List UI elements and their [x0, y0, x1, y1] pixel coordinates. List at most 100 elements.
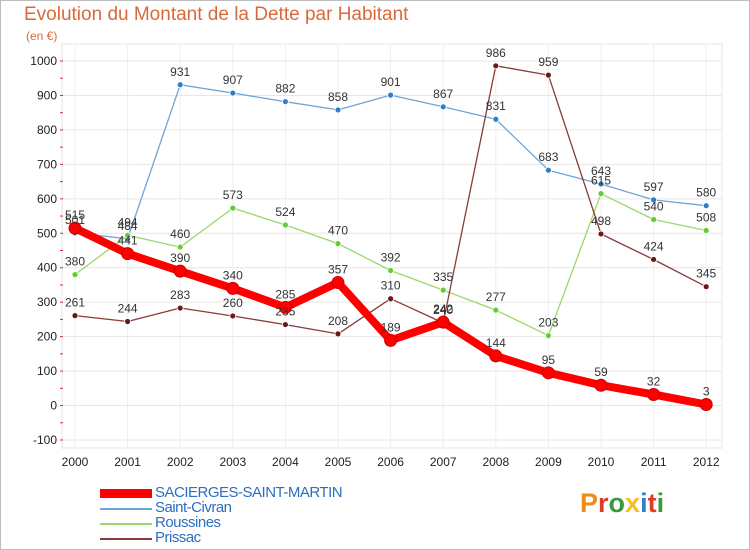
x-tick-label: 2005: [325, 455, 352, 469]
data-point: [647, 388, 661, 402]
data-label: 59: [594, 365, 608, 379]
data-label: 235: [275, 305, 295, 319]
y-tick-label: 800: [37, 123, 57, 137]
data-label: 882: [275, 82, 295, 96]
data-label: 901: [381, 75, 401, 89]
data-label: 144: [486, 336, 506, 350]
logo-letter: i: [656, 488, 665, 518]
data-point: [650, 256, 657, 263]
x-tick-label: 2011: [641, 455, 667, 469]
data-label: 597: [644, 180, 664, 194]
data-label: 203: [538, 316, 558, 330]
data-label: 524: [275, 205, 295, 219]
data-point: [439, 103, 447, 111]
data-label: 831: [486, 99, 506, 113]
data-point: [597, 180, 605, 188]
y-tick-label: 200: [37, 330, 57, 344]
data-label: 441: [118, 234, 138, 248]
y-tick-label: 600: [37, 192, 57, 206]
data-point: [702, 283, 710, 291]
y-tick-label: 100: [37, 364, 57, 378]
data-point: [121, 247, 135, 261]
legend-label: Saint-Civran: [155, 499, 232, 516]
legend-swatch: [100, 508, 152, 510]
data-point: [384, 333, 398, 347]
x-tick-label: 2007: [430, 455, 457, 469]
legend-label: Prissac: [155, 529, 201, 546]
data-point: [439, 286, 447, 294]
data-point: [699, 398, 713, 412]
data-label: 392: [381, 250, 401, 264]
y-tick-label: 400: [37, 261, 57, 275]
data-point: [650, 196, 657, 204]
data-point: [702, 227, 710, 234]
data-labels: 501 484 931 907 882 858 901 867 831 683 643 597 580 3…: [65, 46, 717, 399]
x-tick-label: 2012: [693, 455, 720, 469]
proxiti-logo: Proxiti: [580, 488, 664, 519]
legend-swatch: [100, 538, 152, 540]
logo-letter: P: [580, 488, 599, 518]
data-label: 357: [328, 263, 348, 277]
data-label: 573: [223, 188, 243, 202]
data-point: [124, 318, 131, 325]
data-label: 3: [703, 385, 710, 399]
plot-area: [61, 43, 723, 449]
data-point: [492, 62, 500, 70]
y-tick-label: 900: [37, 88, 57, 102]
legend-item: SACIERGES-SAINT-MARTIN: [100, 484, 400, 502]
data-point: [229, 89, 237, 97]
data-label: 240: [433, 303, 453, 317]
data-label: 580: [696, 186, 716, 200]
data-label: 867: [433, 87, 453, 101]
data-label: 260: [223, 296, 243, 310]
x-tick-label: 2000: [62, 455, 89, 469]
data-point: [176, 243, 184, 251]
legend-item: Saint-Civran: [100, 499, 400, 517]
data-point: [594, 378, 608, 392]
data-point: [702, 202, 710, 210]
legend-item: Prissac: [100, 529, 400, 547]
logo-letter: r: [598, 488, 609, 518]
data-point: [124, 231, 131, 239]
x-tick-label: 2006: [377, 455, 404, 469]
data-label: 484: [118, 219, 138, 233]
data-label: 907: [223, 73, 243, 87]
legend-label: Roussines: [155, 514, 221, 531]
data-point: [281, 321, 289, 328]
data-label: 959: [538, 55, 558, 69]
data-label: 310: [381, 279, 401, 293]
data-label: 470: [328, 224, 348, 238]
chart-unit-label: (en €): [26, 29, 58, 43]
data-point: [492, 115, 500, 123]
data-label: 189: [381, 320, 401, 334]
y-tick-label: 0: [50, 399, 57, 413]
y-tick-label: 500: [37, 226, 57, 240]
data-label: 345: [696, 267, 716, 281]
data-label: 244: [118, 301, 138, 315]
x-tick-label: 2009: [535, 455, 562, 469]
data-label: 95: [542, 353, 556, 367]
data-point: [387, 91, 395, 99]
legend-swatch: [100, 489, 152, 498]
axes: -100 0 100 200 300 400 500 600 700 800 900 1000 2000…: [30, 54, 720, 469]
data-point: [387, 295, 395, 303]
data-label: 424: [644, 239, 664, 253]
logo-letter: o: [608, 488, 626, 518]
data-label: 32: [647, 375, 661, 389]
data-label: 615: [591, 174, 611, 188]
data-point: [71, 271, 79, 279]
grid: [61, 43, 723, 449]
x-tick-label: 2002: [167, 455, 194, 469]
data-point: [278, 300, 292, 314]
x-tick-label: 2003: [219, 455, 246, 469]
data-point: [597, 190, 605, 198]
data-label: 340: [223, 268, 243, 282]
data-point: [331, 276, 345, 290]
data-label: 285: [275, 287, 295, 301]
data-label: 540: [644, 199, 664, 213]
data-point: [492, 306, 500, 314]
data-point: [545, 332, 552, 340]
x-tick-label: 2001: [114, 455, 141, 469]
data-label: 501: [65, 213, 85, 227]
data-label: 390: [170, 251, 190, 265]
